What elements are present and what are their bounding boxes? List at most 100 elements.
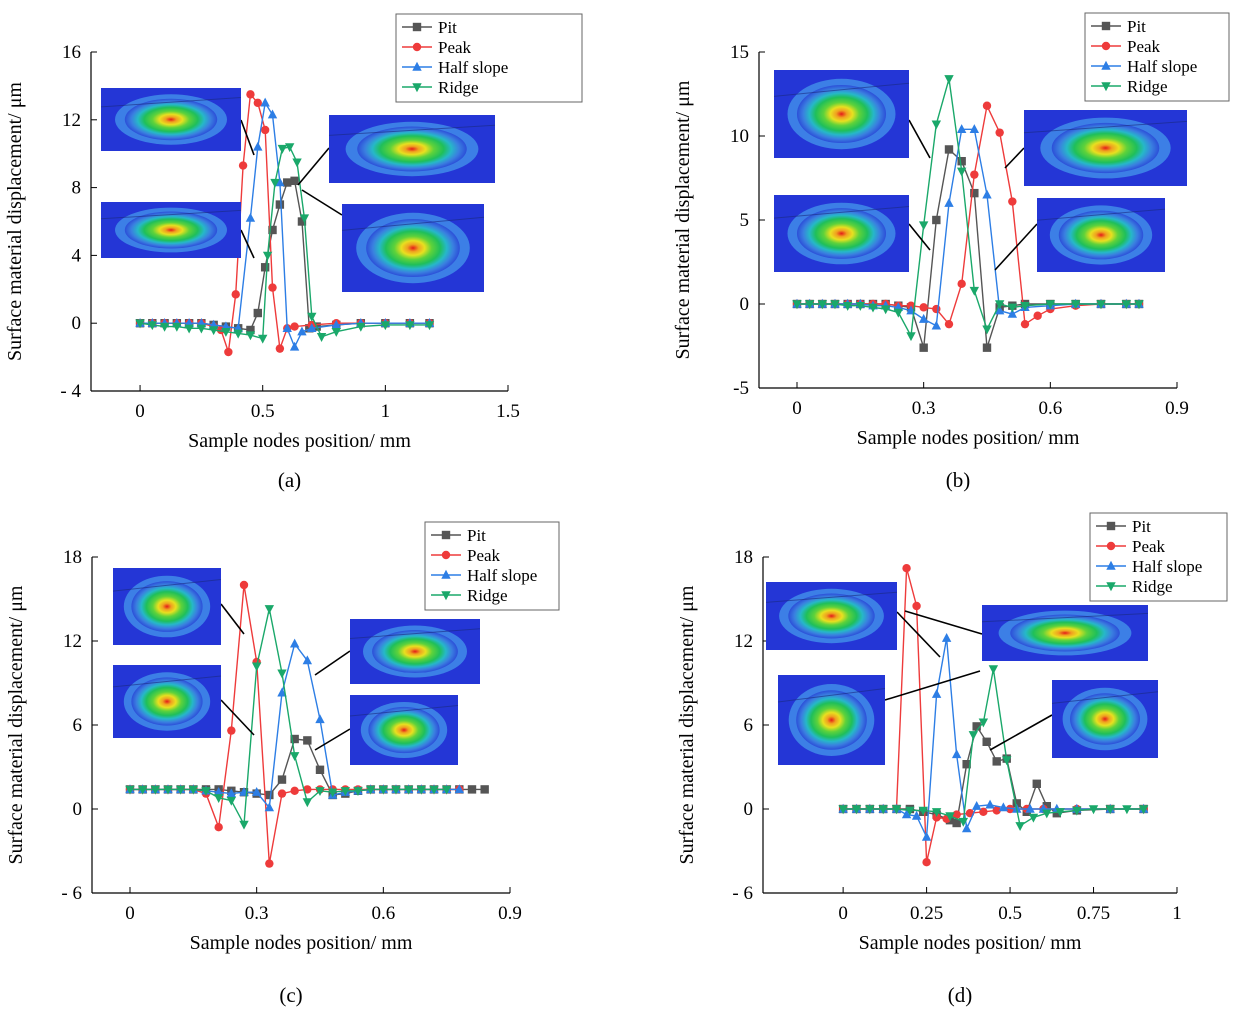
data-point	[331, 319, 341, 329]
legend-label: Ridge	[1127, 77, 1168, 96]
contour-insets-c	[112, 568, 481, 765]
contour-insets-a	[100, 88, 496, 292]
data-point	[945, 812, 955, 822]
y-tick-label: 18	[63, 547, 82, 568]
data-point	[316, 333, 327, 342]
data-point	[302, 798, 313, 808]
x-tick-label: 0	[792, 398, 802, 419]
data-point	[957, 279, 966, 289]
data-point	[277, 669, 287, 679]
data-point	[356, 322, 366, 332]
data-point	[1042, 809, 1052, 819]
data-point	[315, 714, 325, 724]
data-point	[175, 785, 186, 795]
data-point	[238, 161, 248, 170]
data-point	[303, 785, 312, 794]
data-point	[1033, 311, 1042, 320]
y-tick-label: 4	[72, 245, 82, 266]
data-point	[944, 319, 954, 329]
legend-marker	[1106, 521, 1116, 531]
data-point	[353, 787, 363, 796]
data-point	[268, 225, 277, 235]
data-point	[275, 200, 285, 209]
data-point	[303, 736, 312, 745]
y-axis-title: Surface material displacement/ μm	[672, 80, 694, 359]
x-tick-label: 0.25	[910, 903, 943, 924]
panel-label: (c)	[279, 983, 302, 1007]
series-ridge	[135, 143, 435, 344]
leader-line	[220, 603, 245, 635]
y-tick-label: 5	[740, 210, 750, 231]
y-tick-label: 12	[734, 631, 753, 652]
data-point	[340, 787, 351, 796]
series-ridge	[125, 605, 452, 830]
data-point	[919, 303, 928, 312]
leader-line	[908, 119, 931, 159]
legend-label: Pit	[467, 526, 486, 545]
data-point	[961, 823, 972, 833]
data-point	[995, 128, 1004, 137]
data-point	[315, 765, 325, 774]
contour-insets-b	[773, 70, 1188, 272]
legend-marker	[441, 550, 451, 560]
data-point	[135, 319, 145, 329]
data-point	[184, 324, 194, 334]
x-axis-title: Sample nodes position/ mm	[859, 932, 1082, 954]
data-point	[283, 178, 292, 187]
x-tick-label: 0	[135, 401, 145, 422]
data-point	[290, 734, 299, 744]
y-axis-title: Surface material displacement/ μm	[4, 82, 26, 361]
data-point	[842, 301, 853, 311]
legend-marker	[1101, 21, 1111, 31]
y-tick-label: 16	[62, 42, 81, 63]
data-point	[957, 157, 966, 166]
data-point	[982, 101, 992, 110]
data-point	[970, 188, 979, 198]
data-point	[1138, 805, 1149, 815]
y-tick-label: 8	[72, 178, 82, 199]
data-point	[292, 158, 302, 168]
data-point	[944, 198, 954, 207]
data-point	[125, 785, 135, 795]
data-point	[951, 749, 962, 759]
data-point	[267, 109, 278, 119]
legend-label: Pit	[1132, 517, 1151, 536]
data-point	[227, 726, 236, 735]
data-point	[226, 788, 237, 798]
data-point	[972, 722, 981, 731]
data-point	[792, 300, 802, 310]
legend-marker	[441, 530, 451, 540]
data-point	[891, 805, 902, 815]
data-point	[962, 760, 971, 769]
data-point	[905, 806, 915, 816]
data-point	[251, 662, 262, 672]
y-tick-label: 0	[744, 799, 754, 820]
data-point	[970, 170, 979, 179]
data-point	[275, 177, 285, 187]
leader-line	[994, 223, 1038, 271]
legend-label: Peak	[1132, 537, 1166, 556]
panel-label: (d)	[948, 983, 973, 1007]
data-point	[391, 785, 401, 795]
data-point	[467, 785, 477, 794]
chart-panel-b: -5 0 5 10 15 0 0.3 0.6 0.9 Sample nodes position/…	[672, 12, 1230, 492]
data-point	[265, 859, 274, 868]
data-point	[480, 785, 489, 794]
data-point	[224, 347, 233, 357]
data-point	[297, 326, 307, 336]
contour-inset-image	[100, 88, 242, 151]
data-point	[982, 737, 991, 746]
data-point	[804, 300, 815, 310]
data-point	[251, 787, 262, 796]
legend-label: Peak	[1127, 37, 1161, 56]
data-point	[1055, 808, 1065, 817]
data-point	[1002, 756, 1012, 766]
legend-marker	[441, 569, 451, 579]
legend-marker	[1106, 541, 1116, 551]
x-tick-label: 0.3	[245, 903, 269, 924]
x-tick-label: 0.6	[1038, 398, 1062, 419]
data-point	[1032, 779, 1041, 788]
data-point	[941, 633, 952, 642]
data-point	[944, 75, 954, 85]
